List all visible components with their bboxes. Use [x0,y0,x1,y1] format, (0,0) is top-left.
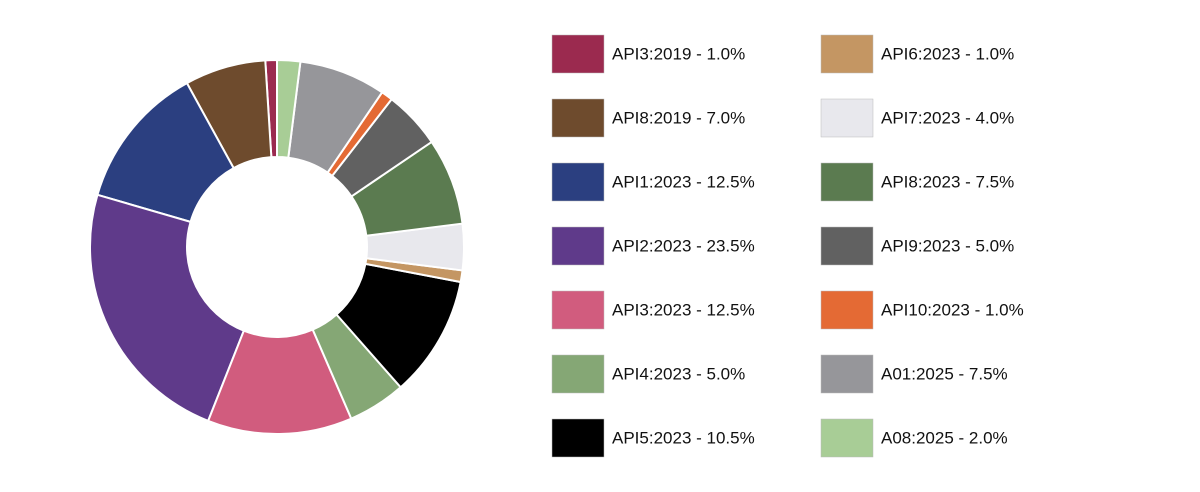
legend-swatch [551,290,605,330]
legend-swatch [820,226,874,266]
legend-swatch [820,34,874,74]
slice [276,58,302,159]
legend-label: API2:2023 - 23.5% [612,236,755,255]
legend-swatch [820,98,874,138]
legend-label: API3:2019 - 1.0% [612,44,745,63]
legend-label: API1:2023 - 12.5% [612,172,755,191]
legend-swatch [551,34,605,74]
legend-swatch [820,290,874,330]
legend-swatch [551,418,605,458]
legend-swatch [551,226,605,266]
legend-swatch [551,162,605,202]
legend-swatch [820,354,874,394]
slice [89,193,246,423]
legend-swatch [820,162,874,202]
legend-label: API9:2023 - 5.0% [881,236,1014,255]
legend-swatch [820,418,874,458]
legend-label: API3:2023 - 12.5% [612,300,755,319]
legend-label: API5:2023 - 10.5% [612,428,755,447]
legend-label: A01:2025 - 7.5% [881,364,1008,383]
legend-label: API10:2023 - 1.0% [881,300,1024,319]
legend-label: API8:2019 - 7.0% [612,108,745,127]
legend-label: API7:2023 - 4.0% [881,108,1014,127]
legend-label: API4:2023 - 5.0% [612,364,745,383]
legend-label: API8:2023 - 7.5% [881,172,1014,191]
legend-swatch [551,354,605,394]
legend-label: API6:2023 - 1.0% [881,44,1014,63]
legend-swatch [551,98,605,138]
legend-label: A08:2025 - 2.0% [881,428,1008,447]
